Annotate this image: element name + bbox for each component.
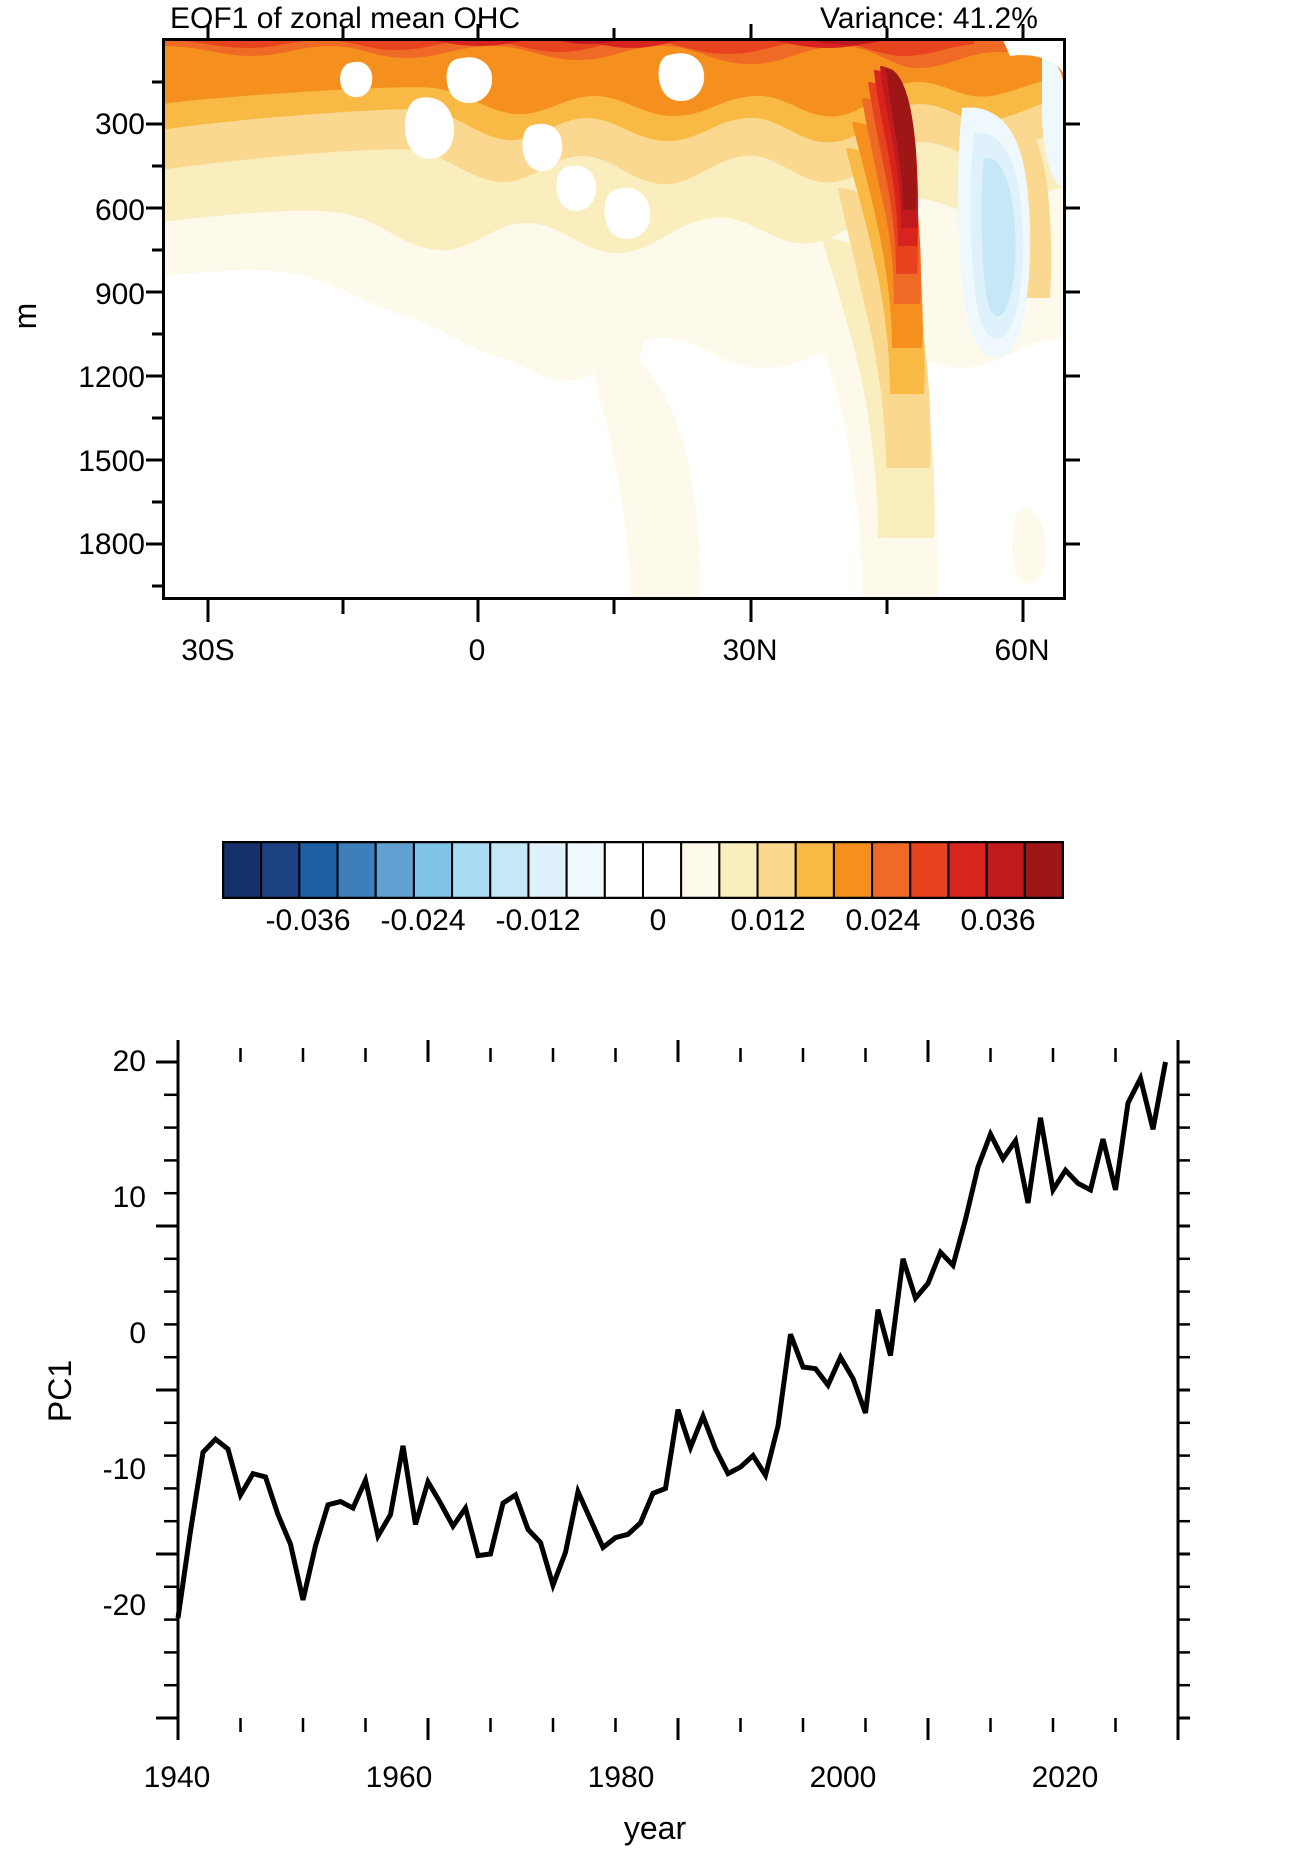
colorbar-tick-0: 0 bbox=[649, 904, 667, 937]
colorbar-tick-0.024: 0.024 bbox=[845, 904, 921, 937]
colorbar-cell bbox=[794, 841, 835, 899]
top-xtick-0: 0 bbox=[468, 634, 486, 667]
colorbar-cell bbox=[947, 841, 988, 899]
top-panel-axis-ticks bbox=[146, 24, 1080, 622]
colorbar-tick-0.012: 0.012 bbox=[730, 904, 806, 937]
top-ytick-1200: 1200 bbox=[78, 361, 145, 394]
colorbar-cell bbox=[1023, 841, 1064, 899]
colorbar-tick--0.036: -0.036 bbox=[265, 904, 351, 937]
top-panel-variance-annotation: Variance: 41.2% bbox=[820, 2, 1038, 35]
top-xtick-60N: 60N bbox=[994, 634, 1050, 667]
top-panel-ylabel: m bbox=[7, 302, 43, 330]
top-ytick-600: 600 bbox=[94, 194, 145, 227]
colorbar-cell bbox=[374, 841, 415, 899]
pc1-ytick-20: 20 bbox=[112, 1045, 146, 1078]
colorbar-tick--0.012: -0.012 bbox=[495, 904, 581, 937]
colorbar-cell bbox=[603, 841, 645, 899]
colorbar-cell bbox=[680, 841, 721, 899]
colorbar-cell bbox=[756, 841, 797, 899]
top-ytick-900: 900 bbox=[94, 278, 145, 311]
pc1-xtick-1940: 1940 bbox=[143, 1761, 211, 1794]
top-ytick-1800: 1800 bbox=[78, 528, 145, 561]
colorbar-cell bbox=[336, 841, 377, 899]
pc1-timeseries-plot bbox=[156, 1040, 1190, 1740]
colorbar-tick--0.024: -0.024 bbox=[380, 904, 466, 937]
colorbar-cell bbox=[642, 841, 683, 899]
colorbar-cell bbox=[527, 841, 568, 899]
colorbar-cell bbox=[565, 841, 606, 899]
colorbar-cell bbox=[412, 841, 454, 899]
colorbar-cell bbox=[260, 841, 301, 899]
colorbar-cell bbox=[298, 841, 339, 899]
pc1-xtick-1960: 1960 bbox=[365, 1761, 433, 1794]
pc1-xtick-2000: 2000 bbox=[809, 1761, 877, 1794]
top-xtick-30N: 30N bbox=[722, 634, 778, 667]
pc1-ytick--20: -20 bbox=[102, 1589, 146, 1622]
colorbar-cell bbox=[489, 841, 530, 899]
top-ytick-1500: 1500 bbox=[78, 445, 145, 478]
pc1-ytick-10: 10 bbox=[112, 1181, 146, 1214]
colorbar-cell bbox=[909, 841, 950, 899]
ohc-contour-field bbox=[162, 38, 1066, 600]
colorbar-cell bbox=[871, 841, 912, 899]
pc1-ytick-0: 0 bbox=[129, 1317, 146, 1350]
colorbar-cell bbox=[222, 841, 263, 899]
pc1-xlabel: year bbox=[623, 1810, 687, 1846]
colorbar-swatches bbox=[222, 841, 1064, 899]
colorbar-cell bbox=[718, 841, 759, 899]
top-xtick-30S: 30S bbox=[181, 634, 235, 667]
colorbar-cell bbox=[832, 841, 874, 899]
colorbar-cell bbox=[985, 841, 1026, 899]
top-ytick-300: 300 bbox=[94, 108, 145, 141]
colorbar-tick-0.036: 0.036 bbox=[960, 904, 1036, 937]
colorbar-cell bbox=[451, 841, 492, 899]
pc1-xtick-2020: 2020 bbox=[1031, 1761, 1099, 1794]
top-panel-title: EOF1 of zonal mean OHC bbox=[170, 2, 521, 35]
pc1-ytick--10: -10 bbox=[102, 1453, 146, 1486]
pc1-xtick-1980: 1980 bbox=[587, 1761, 655, 1794]
